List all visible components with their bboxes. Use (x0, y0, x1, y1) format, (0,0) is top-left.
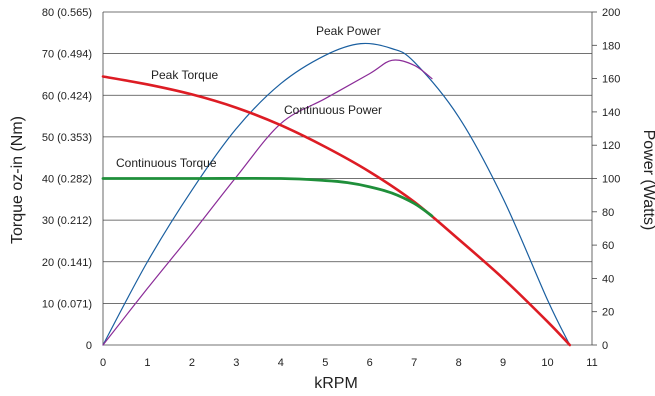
y-right-tick-label: 20 (602, 307, 614, 319)
series-labels: Peak Torque Continuous Torque Peak Power Co… (116, 24, 382, 170)
left-axis-tick-labels: 0 10 (0.071) 20 (0.141) 30 (0.212) 40 (0.282… (42, 7, 92, 352)
series-line-peak-power (102, 42, 571, 346)
x-tick-label: 6 (367, 357, 373, 369)
series-label-continuous-power: Continuous Power (284, 103, 382, 117)
x-axis-tick-labels: 0 1 2 3 4 5 6 7 8 9 10 11 (100, 357, 598, 369)
y-right-tick-label: 200 (602, 7, 620, 19)
y-left-tick-label: 40 (0.282) (42, 174, 92, 186)
y-right-axis-title: Power (Watts) (640, 130, 655, 231)
y-right-tick-label: 100 (602, 174, 620, 186)
x-tick-label: 7 (411, 357, 417, 369)
right-axis-tick-labels: 0 20 40 60 80 100 120 140 160 180 200 (602, 7, 620, 352)
y-left-axis-title: Torque oz-in (Nm) (9, 116, 26, 244)
y-left-tick-label: 60 (0.424) (42, 90, 92, 102)
x-tick-label: 8 (456, 357, 462, 369)
x-axis-title: kRPM (314, 375, 358, 392)
y-right-tick-label: 40 (602, 273, 614, 285)
y-right-tick-label: 80 (602, 207, 614, 219)
y-left-tick-label: 70 (0.494) (42, 49, 92, 61)
x-tick-label: 2 (189, 357, 195, 369)
y-right-tick-label: 140 (602, 107, 620, 119)
x-tick-label: 5 (322, 357, 328, 369)
y-right-tick-label: 120 (602, 140, 620, 152)
series-lines (101, 42, 572, 347)
y-left-tick-label: 30 (0.212) (42, 215, 92, 227)
x-tick-label: 10 (541, 357, 553, 369)
series-line-continuous-power (102, 59, 433, 346)
series-label-peak-power: Peak Power (316, 24, 381, 38)
x-tick-label: 3 (233, 357, 239, 369)
x-tick-label: 1 (144, 357, 150, 369)
y-left-tick-label: 20 (0.141) (42, 257, 92, 269)
x-tick-label: 4 (278, 357, 284, 369)
series-label-continuous-torque: Continuous Torque (116, 156, 217, 170)
series-line-continuous-torque (101, 176, 434, 218)
series-line-peak-torque (101, 75, 572, 347)
y-left-tick-label: 80 (0.565) (42, 7, 92, 19)
x-tick-label: 0 (100, 357, 106, 369)
x-tick-label: 11 (586, 357, 597, 369)
y-right-tick-label: 160 (602, 74, 620, 86)
series-label-peak-torque: Peak Torque (151, 68, 218, 82)
y-right-tick-label: 60 (602, 240, 614, 252)
y-left-tick-label: 10 (0.071) (42, 298, 92, 310)
y-right-tick-label: 0 (602, 340, 608, 352)
y-right-tick-label: 180 (602, 40, 620, 52)
y-left-tick-label: 0 (86, 340, 92, 352)
y-left-tick-label: 50 (0.353) (42, 132, 92, 144)
gridlines (102, 11, 597, 346)
x-tick-label: 9 (500, 357, 506, 369)
